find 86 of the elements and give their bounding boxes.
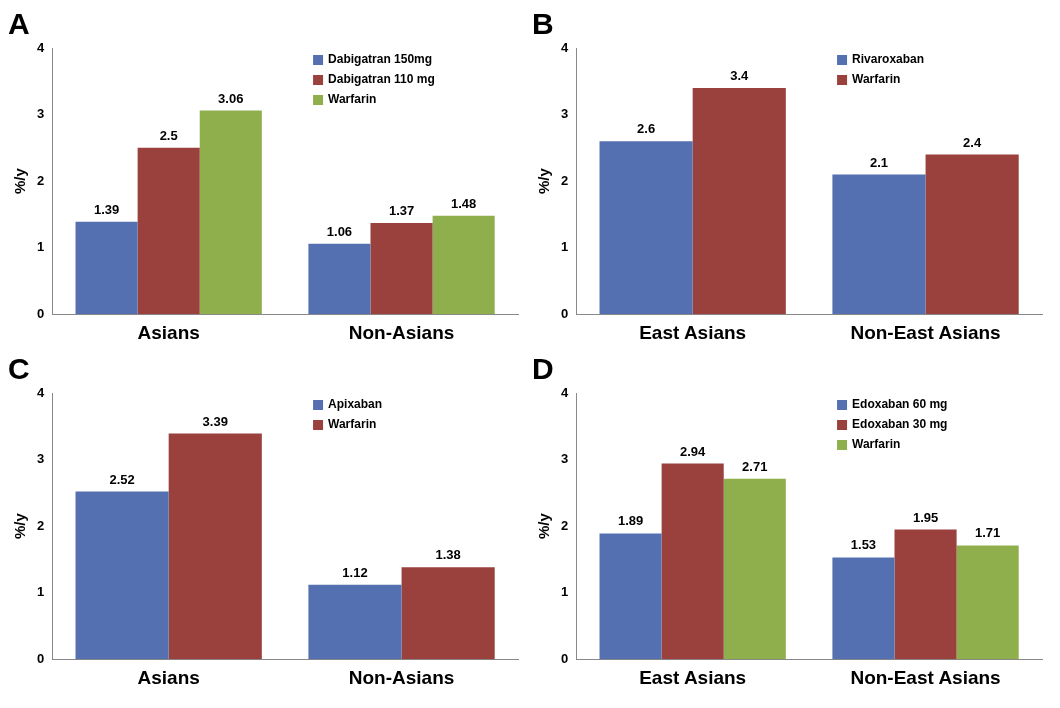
legend-label: Dabigatran 110 mg [328, 72, 435, 87]
y-tick-label: 4 [561, 384, 569, 400]
y-tick-label: 4 [37, 384, 45, 400]
x-tick-label: Non-Asians [348, 321, 455, 343]
legend-label: Dabigatran 150mg [328, 52, 433, 67]
data-label: 1.95 [912, 509, 939, 525]
legend-label: Rivaroxaban [852, 52, 925, 67]
y-tick-label: 0 [561, 305, 569, 321]
y-tick-label: 0 [37, 305, 45, 321]
y-axis-title: %/y [535, 512, 553, 540]
legend-label: Edoxaban 30 mg [852, 417, 948, 432]
chart-title: D [532, 352, 554, 386]
bar [599, 141, 693, 315]
data-label: 1.12 [342, 564, 368, 580]
bar [894, 529, 957, 660]
y-tick-label: 2 [37, 172, 45, 188]
y-tick-label: 1 [37, 584, 45, 600]
data-label: 3.4 [730, 68, 750, 84]
bar [308, 584, 402, 660]
bar [925, 154, 1019, 315]
data-label: 2.71 [742, 458, 768, 474]
data-label: 1.71 [975, 525, 1001, 541]
data-label: 2.5 [159, 127, 178, 143]
bar [956, 545, 1019, 660]
data-label: 1.06 [326, 223, 353, 239]
y-tick-label: 1 [37, 239, 45, 255]
y-axis-title: %/y [11, 512, 29, 540]
bar [370, 223, 433, 315]
y-tick-label: 4 [561, 39, 569, 55]
legend-label: Warfarin [328, 417, 377, 432]
y-axis-title: %/y [11, 167, 29, 195]
data-label: 1.39 [93, 201, 120, 217]
y-tick-label: 0 [37, 650, 45, 666]
data-label: 2.1 [869, 154, 889, 170]
legend-label: Apixaban [328, 397, 383, 412]
bar [75, 491, 169, 660]
data-label: 3.39 [202, 413, 228, 429]
legend-label: Warfarin [852, 437, 901, 452]
bar [832, 174, 926, 315]
bar [432, 215, 495, 315]
y-tick-label: 1 [561, 584, 569, 600]
y-tick-label: 1 [561, 239, 569, 255]
chart-title: A [8, 7, 30, 41]
y-tick-label: 4 [37, 39, 45, 55]
x-tick-label: Asians [137, 666, 200, 688]
legend-label: Edoxaban 60 mg [852, 397, 948, 412]
x-tick-label: Non-East Asians [850, 321, 1001, 343]
chart-title: C [8, 352, 30, 386]
y-tick-label: 3 [561, 106, 569, 122]
legend-label: Warfarin [852, 72, 901, 87]
y-tick-label: 0 [561, 650, 569, 666]
bar [137, 147, 200, 315]
y-tick-label: 3 [37, 451, 45, 467]
y-tick-label: 3 [37, 106, 45, 122]
x-tick-label: Non-Asians [348, 666, 455, 688]
y-axis-title: %/y [535, 167, 553, 195]
y-tick-label: 2 [561, 172, 569, 188]
x-tick-label: East Asians [639, 666, 747, 688]
data-label: 3.06 [218, 90, 244, 106]
data-label: 1.89 [617, 513, 644, 529]
bar [308, 243, 371, 315]
data-label: 2.6 [637, 121, 656, 137]
data-label: 2.94 [680, 443, 707, 459]
bar [661, 463, 724, 660]
bar [75, 221, 138, 315]
y-tick-label: 3 [561, 451, 569, 467]
data-label: 1.53 [850, 537, 877, 553]
bar [599, 533, 662, 660]
y-tick-label: 2 [561, 517, 569, 533]
data-label: 1.38 [435, 547, 461, 563]
legend-label: Warfarin [328, 92, 377, 107]
y-tick-label: 2 [37, 517, 45, 533]
bar [199, 110, 262, 315]
bar [401, 567, 495, 660]
bar [723, 478, 786, 660]
x-tick-label: East Asians [639, 321, 747, 343]
bar [692, 87, 786, 315]
data-label: 1.37 [388, 203, 415, 219]
bar [168, 433, 262, 660]
bar [832, 557, 895, 660]
data-label: 1.48 [451, 195, 477, 211]
x-tick-label: Asians [137, 321, 200, 343]
chart-title: B [532, 7, 554, 41]
x-tick-label: Non-East Asians [850, 666, 1001, 688]
data-label: 2.4 [963, 134, 982, 150]
data-label: 2.52 [109, 471, 135, 487]
